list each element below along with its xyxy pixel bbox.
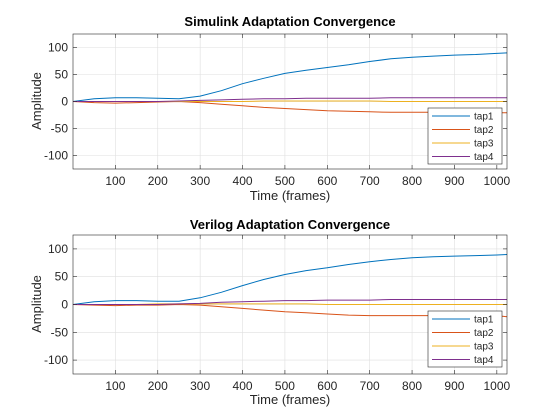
x-tick-label: 900 xyxy=(444,379,464,393)
y-axis-ticks: 100 50 0 -50 -100 xyxy=(44,41,507,163)
legend-label-tap2: tap2 xyxy=(474,125,494,136)
chart-title: Simulink Adaptation Convergence xyxy=(184,14,395,29)
chart-title: Verilog Adaptation Convergence xyxy=(190,217,390,232)
legend-box xyxy=(427,107,503,165)
x-tick-label: 400 xyxy=(233,379,253,393)
legend-label-tap3: tap3 xyxy=(474,139,494,150)
x-tick-label: 200 xyxy=(148,379,168,393)
y-tick-label: -100 xyxy=(44,149,68,163)
y-axis-ticks: 100 50 0 -50 -100 xyxy=(44,242,507,367)
y-tick-label: -50 xyxy=(51,122,69,136)
series-line-tap1 xyxy=(72,52,508,102)
x-tick-label: 100 xyxy=(105,174,125,188)
y-tick-label: 0 xyxy=(61,95,68,109)
legend-label-tap1: tap1 xyxy=(474,315,494,326)
x-tick-label: 400 xyxy=(233,174,253,188)
x-tick-label: 300 xyxy=(190,379,210,393)
x-axis-ticks: 100 200 300 400 500 600 700 800 900 1000 xyxy=(105,34,510,188)
legend-label-tap3: tap3 xyxy=(474,342,494,353)
x-tick-label: 600 xyxy=(317,174,337,188)
y-tick-label: 50 xyxy=(55,270,69,284)
x-tick-label: 300 xyxy=(190,174,210,188)
series-line-tap4 xyxy=(73,97,507,102)
y-tick-label: -50 xyxy=(51,325,69,339)
x-tick-label: 700 xyxy=(360,379,380,393)
x-axis-label: Time (frames) xyxy=(250,392,330,407)
y-tick-label: 100 xyxy=(48,41,68,55)
x-tick-label: 500 xyxy=(275,379,295,393)
x-tick-label: 1000 xyxy=(483,379,510,393)
legend-label-tap2: tap2 xyxy=(474,328,494,339)
y-tick-label: 0 xyxy=(61,298,68,312)
series-line-tap4 xyxy=(73,299,507,305)
x-tick-label: 800 xyxy=(402,174,422,188)
legend-box xyxy=(427,310,503,368)
x-tick-label: 500 xyxy=(275,174,295,188)
y-axis-label: Amplitude xyxy=(29,72,44,130)
y-tick-label: -100 xyxy=(44,353,68,367)
x-tick-label: 200 xyxy=(148,174,168,188)
x-tick-label: 100 xyxy=(105,379,125,393)
y-tick-label: 50 xyxy=(55,68,69,82)
x-tick-label: 600 xyxy=(317,379,337,393)
subplot-verilog: Verilog Adaptation Convergence 100 200 300… xyxy=(29,217,510,407)
x-tick-label: 1000 xyxy=(483,174,510,188)
legend-label-tap4: tap4 xyxy=(474,152,494,163)
series-line-tap1 xyxy=(72,254,508,305)
x-axis-ticks: 100 200 300 400 500 600 700 800 900 1000 xyxy=(105,235,510,393)
x-tick-label: 900 xyxy=(444,174,464,188)
legend: tap1 tap2 tap3 tap4 xyxy=(427,310,503,368)
y-axis-label: Amplitude xyxy=(29,275,44,333)
x-tick-label: 700 xyxy=(360,174,380,188)
legend: tap1 tap2 tap3 tap4 xyxy=(427,107,503,165)
x-axis-label: Time (frames) xyxy=(250,188,330,203)
x-tick-label: 800 xyxy=(402,379,422,393)
legend-label-tap4: tap4 xyxy=(474,355,494,366)
legend-label-tap1: tap1 xyxy=(474,112,494,123)
subplot-simulink: Simulink Adaptation Convergence 100 200 30… xyxy=(29,14,510,203)
y-tick-label: 100 xyxy=(48,242,68,256)
